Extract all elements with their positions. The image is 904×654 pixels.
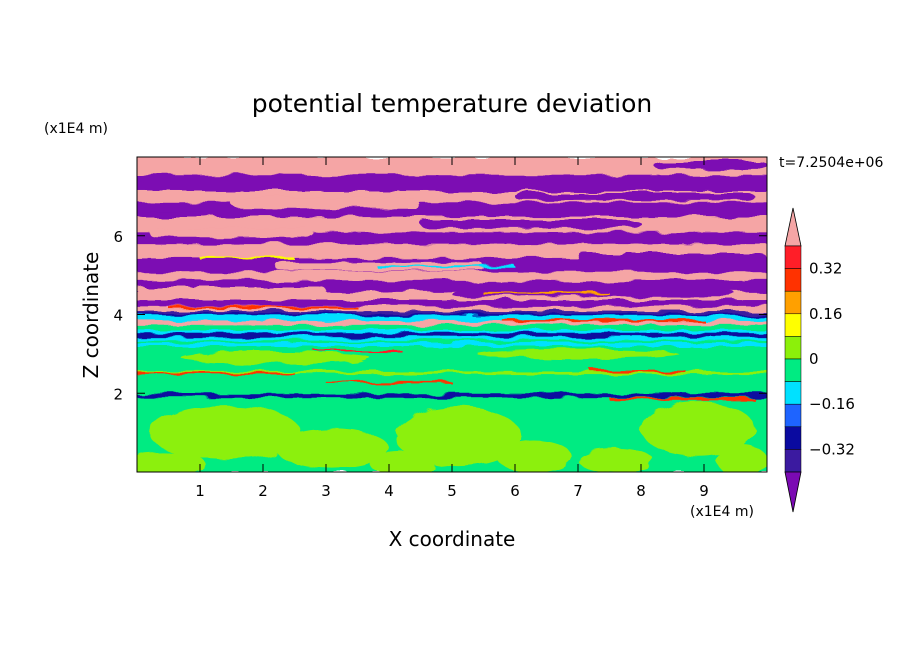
field-filament (313, 349, 402, 352)
field-streak (338, 176, 566, 183)
field-band (137, 202, 767, 217)
colorbar-swatch (784, 268, 802, 292)
field-band (137, 393, 767, 398)
field-streak (578, 253, 767, 264)
field-blob (641, 401, 755, 457)
colorbar-swatch (784, 245, 802, 269)
x-unit-label: (x1E4 m) (690, 504, 754, 520)
field-band (137, 279, 767, 292)
x-tick-label: 6 (510, 482, 520, 500)
field-filament (137, 313, 767, 316)
x-axis: 1 2 3 4 5 6 7 8 9 (195, 157, 709, 500)
field-streak (231, 198, 421, 209)
colorbar-tick-label: 0.16 (809, 305, 842, 323)
field-blob (477, 349, 679, 359)
field-blob (716, 444, 767, 472)
field-streak (149, 227, 314, 238)
colorbar-swatch (784, 381, 802, 405)
field-filament (200, 257, 295, 260)
field-filament (483, 292, 610, 295)
field-blob (275, 428, 389, 469)
field-band (137, 336, 767, 341)
x-tick-label: 1 (195, 482, 205, 500)
colorbar-swatch (784, 336, 802, 360)
colorbar-tick-label: −0.16 (809, 395, 855, 413)
field-band (137, 342, 767, 347)
field-filament (609, 397, 755, 401)
field-filament (590, 369, 686, 372)
field-streak (420, 220, 641, 228)
y-tick-label: 2 (113, 385, 123, 403)
x-tick-label: 4 (384, 482, 394, 500)
field-band (137, 373, 767, 394)
field-blob (149, 405, 301, 461)
field-blob (370, 452, 434, 472)
field-band (137, 299, 767, 307)
colorbar-swatch (784, 358, 802, 382)
x-tick-label: 3 (321, 482, 331, 500)
y-tick-label: 4 (113, 307, 123, 325)
field-streak (137, 212, 213, 219)
y-unit-label: (x1E4 m) (44, 121, 108, 137)
x-tick-label: 5 (447, 482, 457, 500)
colorbar-swatch (784, 403, 802, 428)
colorbar: 0.32 0.16 0 −0.16 −0.32 (784, 207, 855, 513)
chart-title: potential temperature deviation (252, 89, 652, 118)
x-tick-label: 2 (258, 482, 268, 500)
field-band (137, 310, 767, 315)
field-band (137, 314, 767, 321)
field-filament (326, 381, 452, 384)
x-tick-label: 7 (573, 482, 583, 500)
field-streak (653, 160, 767, 169)
field-band (137, 332, 767, 337)
colorbar-tick-label: 0 (809, 350, 819, 368)
field-filament (376, 265, 515, 268)
field-blob (137, 452, 207, 472)
x-axis-label: X coordinate (389, 527, 516, 551)
colorbar-tick-label: 0.32 (809, 260, 842, 278)
x-tick-label: 9 (699, 482, 709, 500)
field-blob (395, 407, 522, 467)
field-band (137, 329, 767, 333)
colorbar-swatch (784, 290, 802, 315)
field-streak (137, 286, 326, 293)
colorbar-swatch (784, 313, 802, 337)
field-filament (502, 319, 704, 322)
field-band (137, 370, 767, 375)
field-band (137, 174, 767, 191)
field-blob (181, 351, 371, 364)
field-band (137, 320, 767, 325)
field-filament (137, 372, 295, 375)
field-band (137, 290, 767, 301)
colorbar-extend-high (784, 207, 802, 247)
field-filament (168, 306, 358, 309)
field-layer (137, 157, 767, 472)
field-band (137, 324, 767, 330)
colorbar-extend-low (784, 471, 802, 513)
field-band (137, 305, 767, 312)
field-band (137, 271, 767, 281)
field-band (137, 339, 767, 343)
field-plot (137, 157, 767, 472)
field-streak (137, 174, 289, 183)
field-blob (496, 440, 572, 472)
field-blob (578, 448, 654, 472)
colorbar-swatch (784, 449, 802, 473)
y-axis-label: Z coordinate (79, 252, 103, 379)
field-streak (515, 192, 755, 201)
colorbar-swatch (784, 426, 802, 450)
y-tick-label: 6 (113, 228, 123, 246)
field-band (137, 157, 767, 176)
x-tick-label: 8 (636, 482, 646, 500)
time-label: t=7.2504e+06 (779, 155, 883, 171)
colorbar-tick-label: −0.32 (809, 440, 855, 458)
y-axis: 2 4 6 (113, 228, 767, 403)
